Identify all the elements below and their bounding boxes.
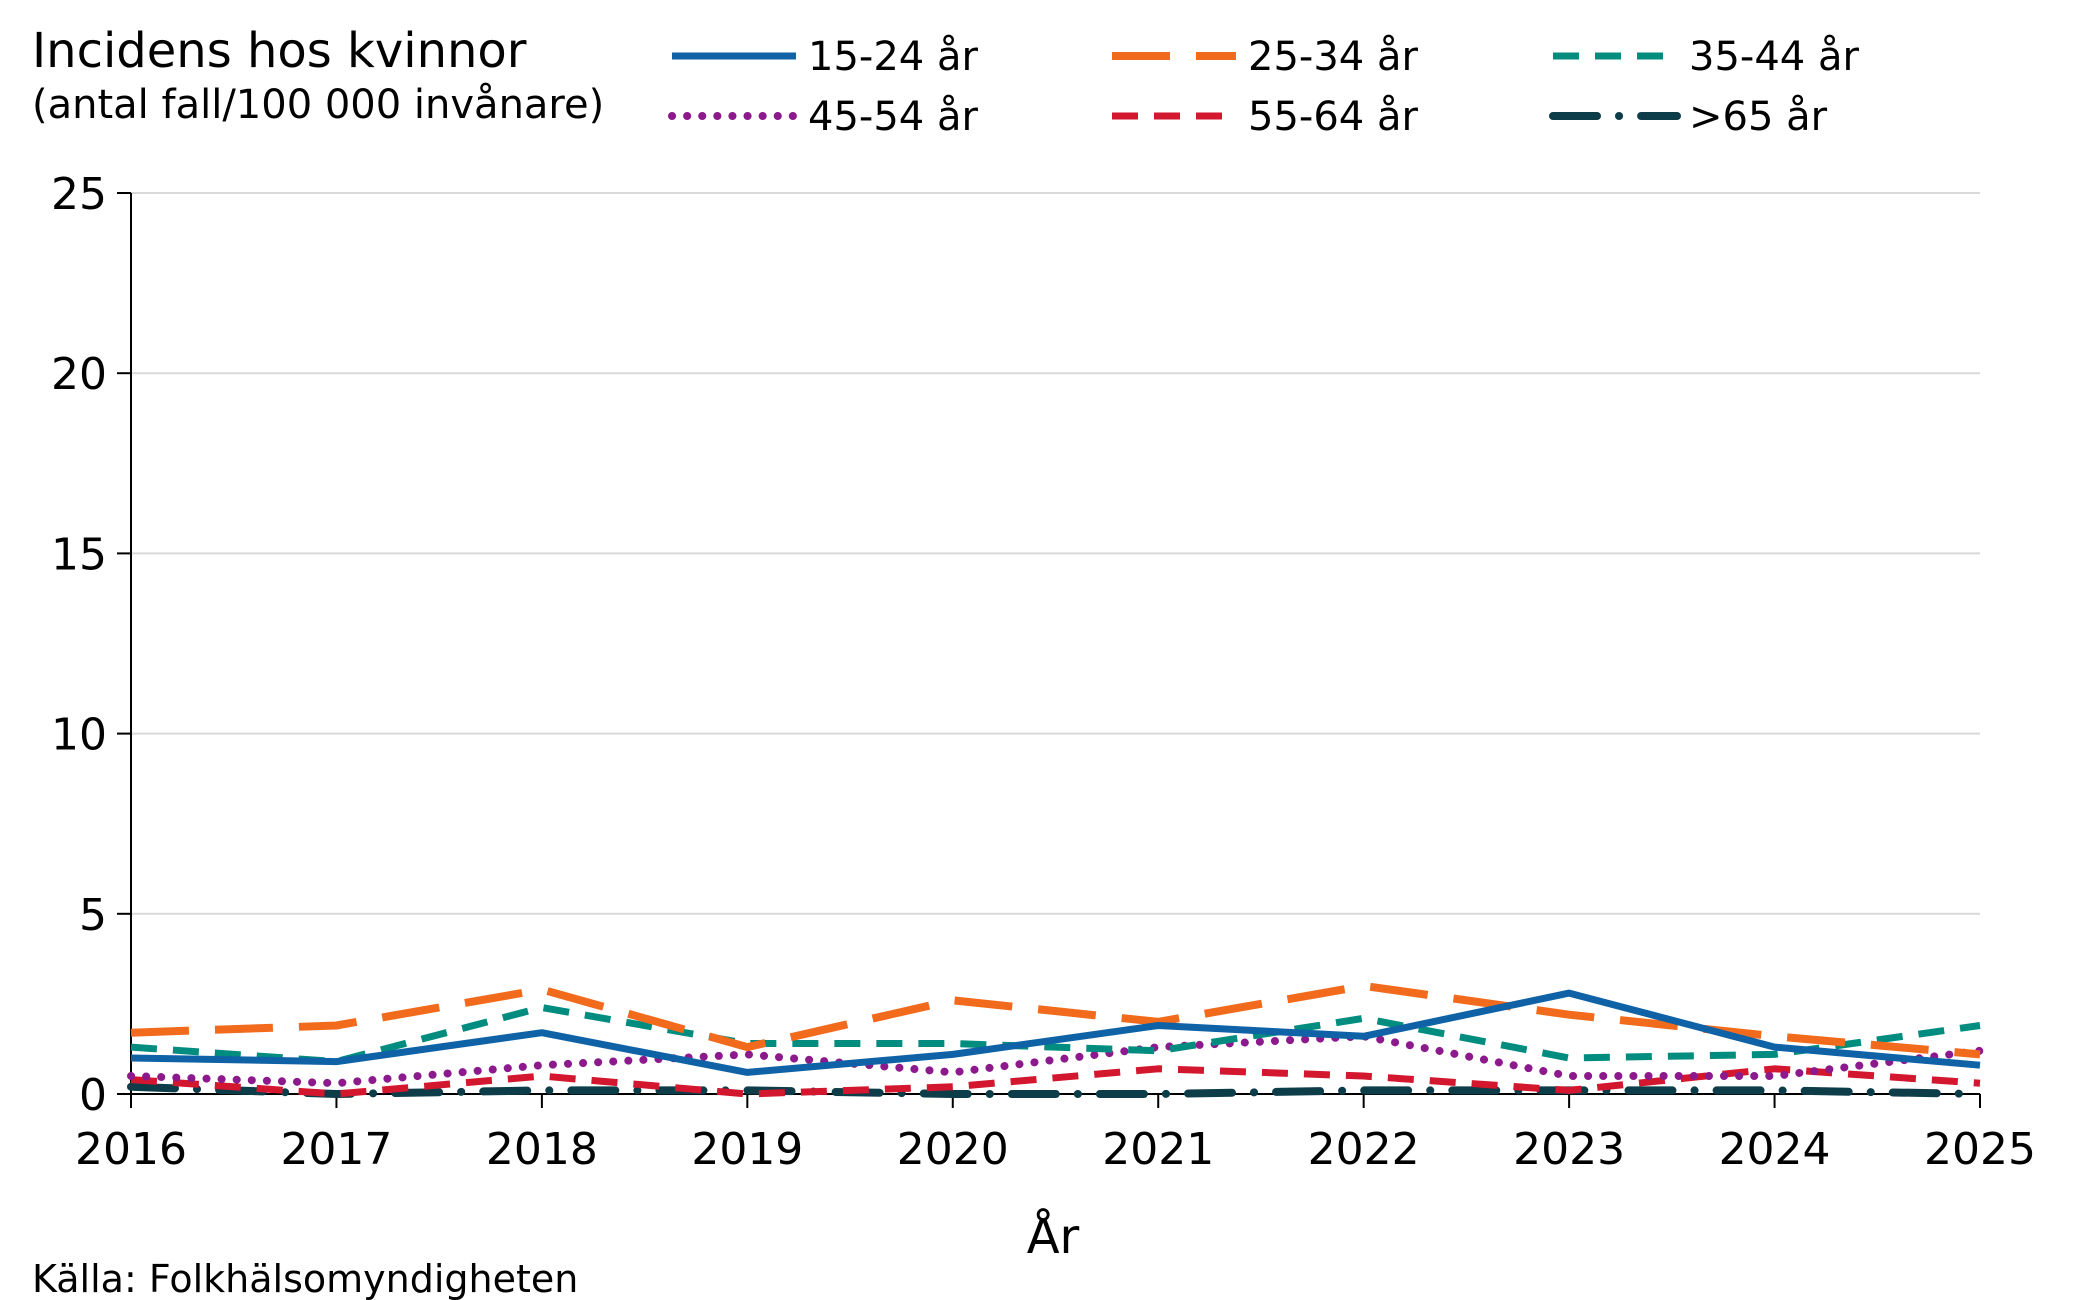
- x-tick-label: 2018: [486, 1124, 598, 1175]
- legend-label-0: 15-24 år: [808, 34, 978, 80]
- x-tick-label: 2025: [1924, 1124, 2036, 1175]
- series-line-4: [130, 1065, 1981, 1098]
- series-line-5: [127, 1082, 1984, 1098]
- y-tick-label: 5: [79, 890, 107, 941]
- legend-label-5: >65 år: [1689, 94, 1828, 140]
- chart-title: Incidens hos kvinnor: [32, 23, 527, 79]
- x-axis-label: År: [1027, 1208, 1080, 1265]
- legend-label-2: 35-44 år: [1689, 34, 1859, 80]
- x-tick-label: 2022: [1308, 1124, 1420, 1175]
- x-tick-label: 2023: [1513, 1124, 1625, 1175]
- x-tick-label: 2019: [691, 1124, 803, 1175]
- x-axis-tick-labels: 2016 2017 2018 2019 2020 2021 2022 2023 2024 2025: [75, 1124, 2036, 1175]
- legend-label-3: 45-54 år: [808, 94, 978, 140]
- y-tick-label: 15: [51, 529, 107, 580]
- x-tick-label: 2020: [897, 1124, 1009, 1175]
- y-axis-tick-labels: 0 5 10 15 20 25: [51, 169, 107, 1121]
- gridlines: [131, 192, 1980, 915]
- series-line-1: [130, 981, 1981, 1059]
- y-tick-label: 10: [51, 710, 107, 761]
- legend-label-1: 25-34 år: [1248, 34, 1418, 80]
- source-note: Källa: Folkhälsomyndigheten: [32, 1257, 578, 1300]
- legend-label-4: 55-64 år: [1248, 94, 1418, 140]
- legend: 15-24 år 25-34 år 35-44 år 45-54 år 55-64 år…: [668, 34, 1859, 140]
- y-tick-label: 25: [51, 169, 107, 220]
- x-tick-label: 2021: [1102, 1124, 1214, 1175]
- chart-subtitle: (antal fall/100 000 invånare): [32, 82, 604, 128]
- y-tick-label: 0: [79, 1070, 107, 1121]
- x-tick-label: 2024: [1719, 1124, 1831, 1175]
- y-tick-label: 20: [51, 349, 107, 400]
- series-lines: [127, 981, 1984, 1098]
- x-tick-label: 2017: [280, 1124, 392, 1175]
- x-tick-label: 2016: [75, 1124, 187, 1175]
- series-line-0: [130, 989, 1981, 1076]
- axes: [117, 192, 1981, 1108]
- series-line-2: [130, 1004, 1981, 1066]
